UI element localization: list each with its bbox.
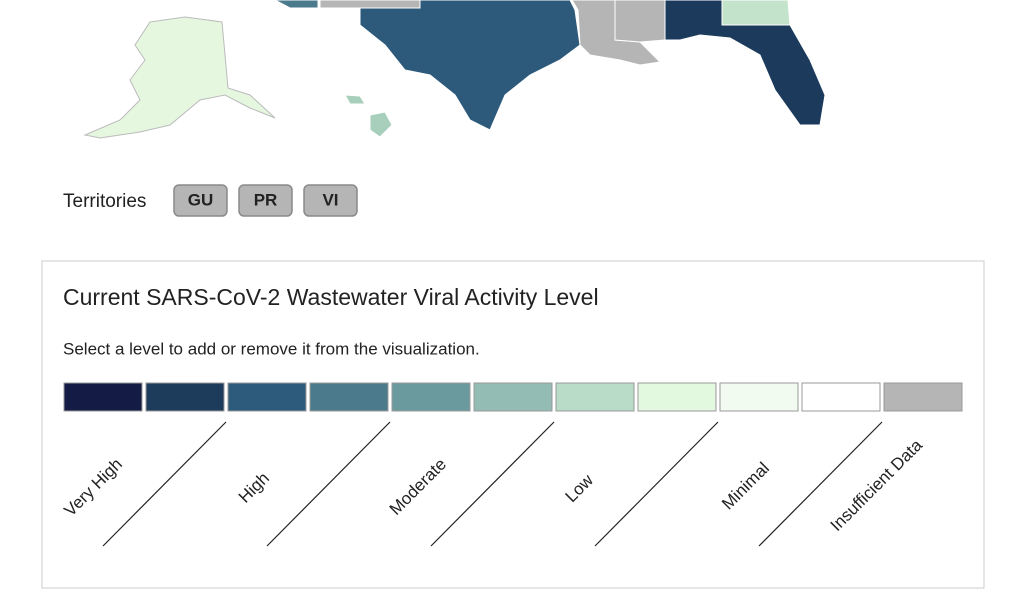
- legend-swatch[interactable]: [719, 382, 799, 412]
- button-bg: [173, 184, 228, 217]
- divider: [430, 421, 555, 547]
- other-state: [319, 0, 421, 9]
- button-label: VI: [322, 190, 338, 209]
- territory-button[interactable]: GU: [173, 184, 228, 217]
- hawaii-isle: [344, 94, 366, 105]
- map: [83, 0, 826, 139]
- legend-swatch[interactable]: [637, 382, 717, 412]
- legend-box: [41, 260, 985, 589]
- legend-swatch[interactable]: [473, 382, 553, 412]
- button-bg: [303, 184, 358, 217]
- georgia: [721, 0, 791, 26]
- mississippi: [614, 0, 666, 43]
- texas: [359, 0, 581, 131]
- territory-button[interactable]: VI: [303, 184, 358, 217]
- legend-swatch[interactable]: [227, 382, 307, 412]
- legend-swatch[interactable]: [63, 382, 143, 412]
- divider: [594, 421, 719, 547]
- other-state: [274, 0, 319, 9]
- divider: [266, 421, 391, 547]
- button-bg: [238, 184, 293, 217]
- legend-swatch[interactable]: [801, 382, 881, 412]
- legend-swatch[interactable]: [555, 382, 635, 412]
- button-label: GU: [188, 190, 214, 209]
- territories-label: Territories: [63, 191, 146, 212]
- alaska: [83, 16, 276, 139]
- legend-swatch[interactable]: [309, 382, 389, 412]
- legend-swatch[interactable]: [391, 382, 471, 412]
- legend-title: Current SARS-CoV-2 Wastewater Viral Acti…: [63, 284, 599, 310]
- territory-button[interactable]: PR: [238, 184, 293, 217]
- hawaii: [369, 111, 393, 138]
- divider: [758, 421, 883, 547]
- button-label: PR: [254, 190, 278, 209]
- divider: [102, 421, 227, 547]
- legend-swatch[interactable]: [883, 382, 963, 412]
- legend-swatch[interactable]: [145, 382, 225, 412]
- legend-subtitle: Select a level to add or remove it from …: [63, 339, 480, 358]
